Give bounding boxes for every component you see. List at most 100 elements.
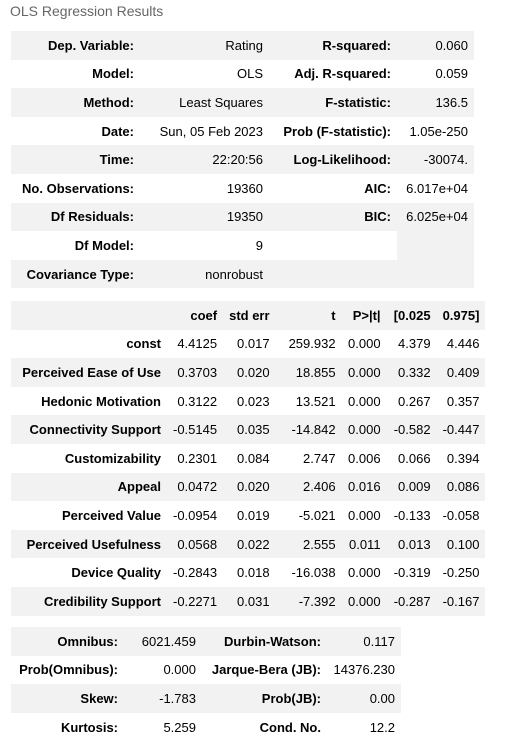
summary-value: Least Squares (140, 88, 269, 117)
summary-label (269, 259, 397, 289)
coef-row: Perceived Ease of Use 0.3703 0.020 18.855 0.… (11, 358, 486, 387)
coef-row: const 4.4125 0.017 259.932 0.000 4.379 4.446 (11, 330, 485, 359)
summary-label: Prob (F-statistic): (283, 123, 391, 139)
coef-row: Credibility Support -0.2271 0.031 -7.392 0.0… (11, 586, 486, 616)
summary-label: Time: (11, 145, 140, 174)
summary-label (269, 231, 397, 260)
summary-label: Df Model: (74, 237, 134, 253)
coef-value: -7.392 (275, 586, 342, 616)
coef-value: 0.394 (446, 450, 480, 466)
diagnostic-row: Kurtosis: 5.259 Cond. No. 12.2 (11, 713, 401, 742)
diagnostic-value: 14376.230 (333, 662, 395, 678)
diagnostic-label: Prob(Omnibus): (19, 662, 118, 678)
summary-row: Method: Least Squares F-statistic: 136.5 (11, 88, 474, 117)
summary-row: Df Residuals: 19350 BIC: 6.025e+04 (11, 202, 474, 232)
coef-value: 18.855 (275, 358, 342, 387)
coef-value: 0.018 (237, 565, 270, 581)
diagnostics-table: Omnibus: 6021.459 Durbin-Watson: 0.117 Prob(… (11, 627, 401, 741)
coef-value: 0.017 (237, 336, 270, 352)
summary-row: Time: 22:20:56 Log-Likelihood: -30074. (11, 145, 474, 174)
summary-label: Date: (101, 123, 134, 139)
coef-value: 0.100 (436, 529, 486, 559)
summary-label: Covariance Type: (11, 259, 140, 289)
coef-value: -14.842 (275, 415, 342, 444)
summary-value: 136.5 (397, 88, 474, 117)
summary-row: Dep. Variable: Rating R-squared: 0.060 (11, 31, 474, 60)
coef-column-header: [0.025 (386, 301, 437, 330)
diagnostic-value: 0.000 (163, 662, 196, 678)
coef-value: -0.250 (442, 565, 480, 581)
coef-value: 0.000 (348, 565, 381, 581)
summary-label: Log-Likelihood: (269, 145, 397, 174)
diagnostic-label: Jarque-Bera (JB): (211, 662, 321, 678)
coef-value: 0.3703 (167, 358, 224, 387)
summary-label: Dep. Variable: (11, 31, 140, 60)
summary-value: -30074. (397, 145, 474, 174)
coef-row: Appeal 0.0472 0.020 2.406 0.016 0.009 0.086 (11, 472, 486, 502)
table-caption: OLS Regression Results (10, 3, 164, 19)
diagnostic-label: Prob(JB): (202, 684, 327, 713)
coef-value: 0.019 (237, 507, 270, 523)
summary-value: 9 (255, 237, 263, 253)
coef-value: 0.086 (436, 472, 486, 502)
coef-value: 4.4125 (177, 336, 218, 352)
coef-value: 0.031 (223, 586, 276, 616)
coef-value: -16.038 (291, 565, 336, 581)
coef-value: -0.319 (393, 565, 431, 581)
coef-value: -0.167 (436, 586, 486, 616)
coef-variable-name: Perceived Usefulness (11, 529, 167, 559)
coef-variable-name: Appeal (11, 472, 167, 502)
coef-value: 0.084 (237, 450, 270, 466)
diagnostic-value: 0.117 (327, 627, 401, 656)
diagnostic-value: 0.00 (327, 684, 401, 713)
summary-label: R-squared: (269, 31, 397, 60)
summary-value: nonrobust (140, 259, 269, 289)
coef-variable-name: const (126, 336, 161, 352)
coef-value: -0.0954 (173, 507, 218, 523)
coef-variable-name: Credibility Support (11, 586, 167, 616)
diagnostic-value: -1.783 (124, 684, 202, 713)
summary-row: Covariance Type: nonrobust (11, 259, 474, 289)
diagnostic-label: Skew: (11, 684, 124, 713)
coef-row: Perceived Usefulness 0.0568 0.022 2.555 0.01… (11, 529, 486, 559)
coef-value: 0.066 (398, 450, 431, 466)
summary-value: 6.017e+04 (406, 180, 468, 196)
coef-value: 0.013 (386, 529, 437, 559)
coef-value: 0.000 (348, 336, 381, 352)
coef-value: 0.267 (398, 393, 431, 409)
coef-column-header: std err (223, 301, 276, 330)
coef-value: 0.020 (223, 358, 276, 387)
coef-value: 0.2301 (177, 450, 218, 466)
coef-value: -0.058 (442, 507, 480, 523)
coef-variable-name: Customizability (64, 450, 161, 466)
coef-row: Device Quality -0.2843 0.018 -16.038 0.000 -0… (11, 558, 485, 587)
coef-value: 0.006 (348, 450, 381, 466)
coef-value: 0.000 (341, 415, 387, 444)
coef-value: -0.2271 (167, 586, 224, 616)
summary-label: BIC: (269, 202, 397, 232)
coef-value: 2.747 (303, 450, 336, 466)
summary-row: Df Model: 9 (11, 231, 474, 260)
coef-value: 0.3122 (177, 393, 218, 409)
model-summary-table: Dep. Variable: Rating R-squared: 0.060 Model… (11, 31, 474, 289)
coef-variable-name: Hedonic Motivation (41, 393, 161, 409)
coef-column-header (11, 301, 167, 330)
summary-value: OLS (236, 66, 263, 82)
coef-column-header: 0.975] (436, 301, 486, 330)
coef-value: -5.021 (298, 507, 336, 523)
summary-label: AIC: (364, 180, 391, 196)
summary-value (397, 231, 474, 260)
summary-label: No. Observations: (22, 180, 134, 196)
coef-value: 0.023 (237, 393, 270, 409)
summary-row: Date: Sun, 05 Feb 2023 Prob (F-statistic):… (11, 117, 474, 146)
summary-value: Rating (140, 31, 269, 60)
coef-variable-name: Connectivity Support (11, 415, 167, 444)
summary-label: Adj. R-squared: (294, 66, 391, 82)
diagnostic-label: Cond. No. (259, 719, 321, 735)
coef-row: Connectivity Support -0.5145 0.035 -14.842 0… (11, 415, 486, 444)
coef-value: -0.582 (386, 415, 437, 444)
coef-row: Hedonic Motivation 0.3122 0.023 13.521 0.000… (11, 387, 485, 416)
coef-value: -0.5145 (167, 415, 224, 444)
coef-value: 2.555 (275, 529, 342, 559)
coef-value: 0.0472 (167, 472, 224, 502)
